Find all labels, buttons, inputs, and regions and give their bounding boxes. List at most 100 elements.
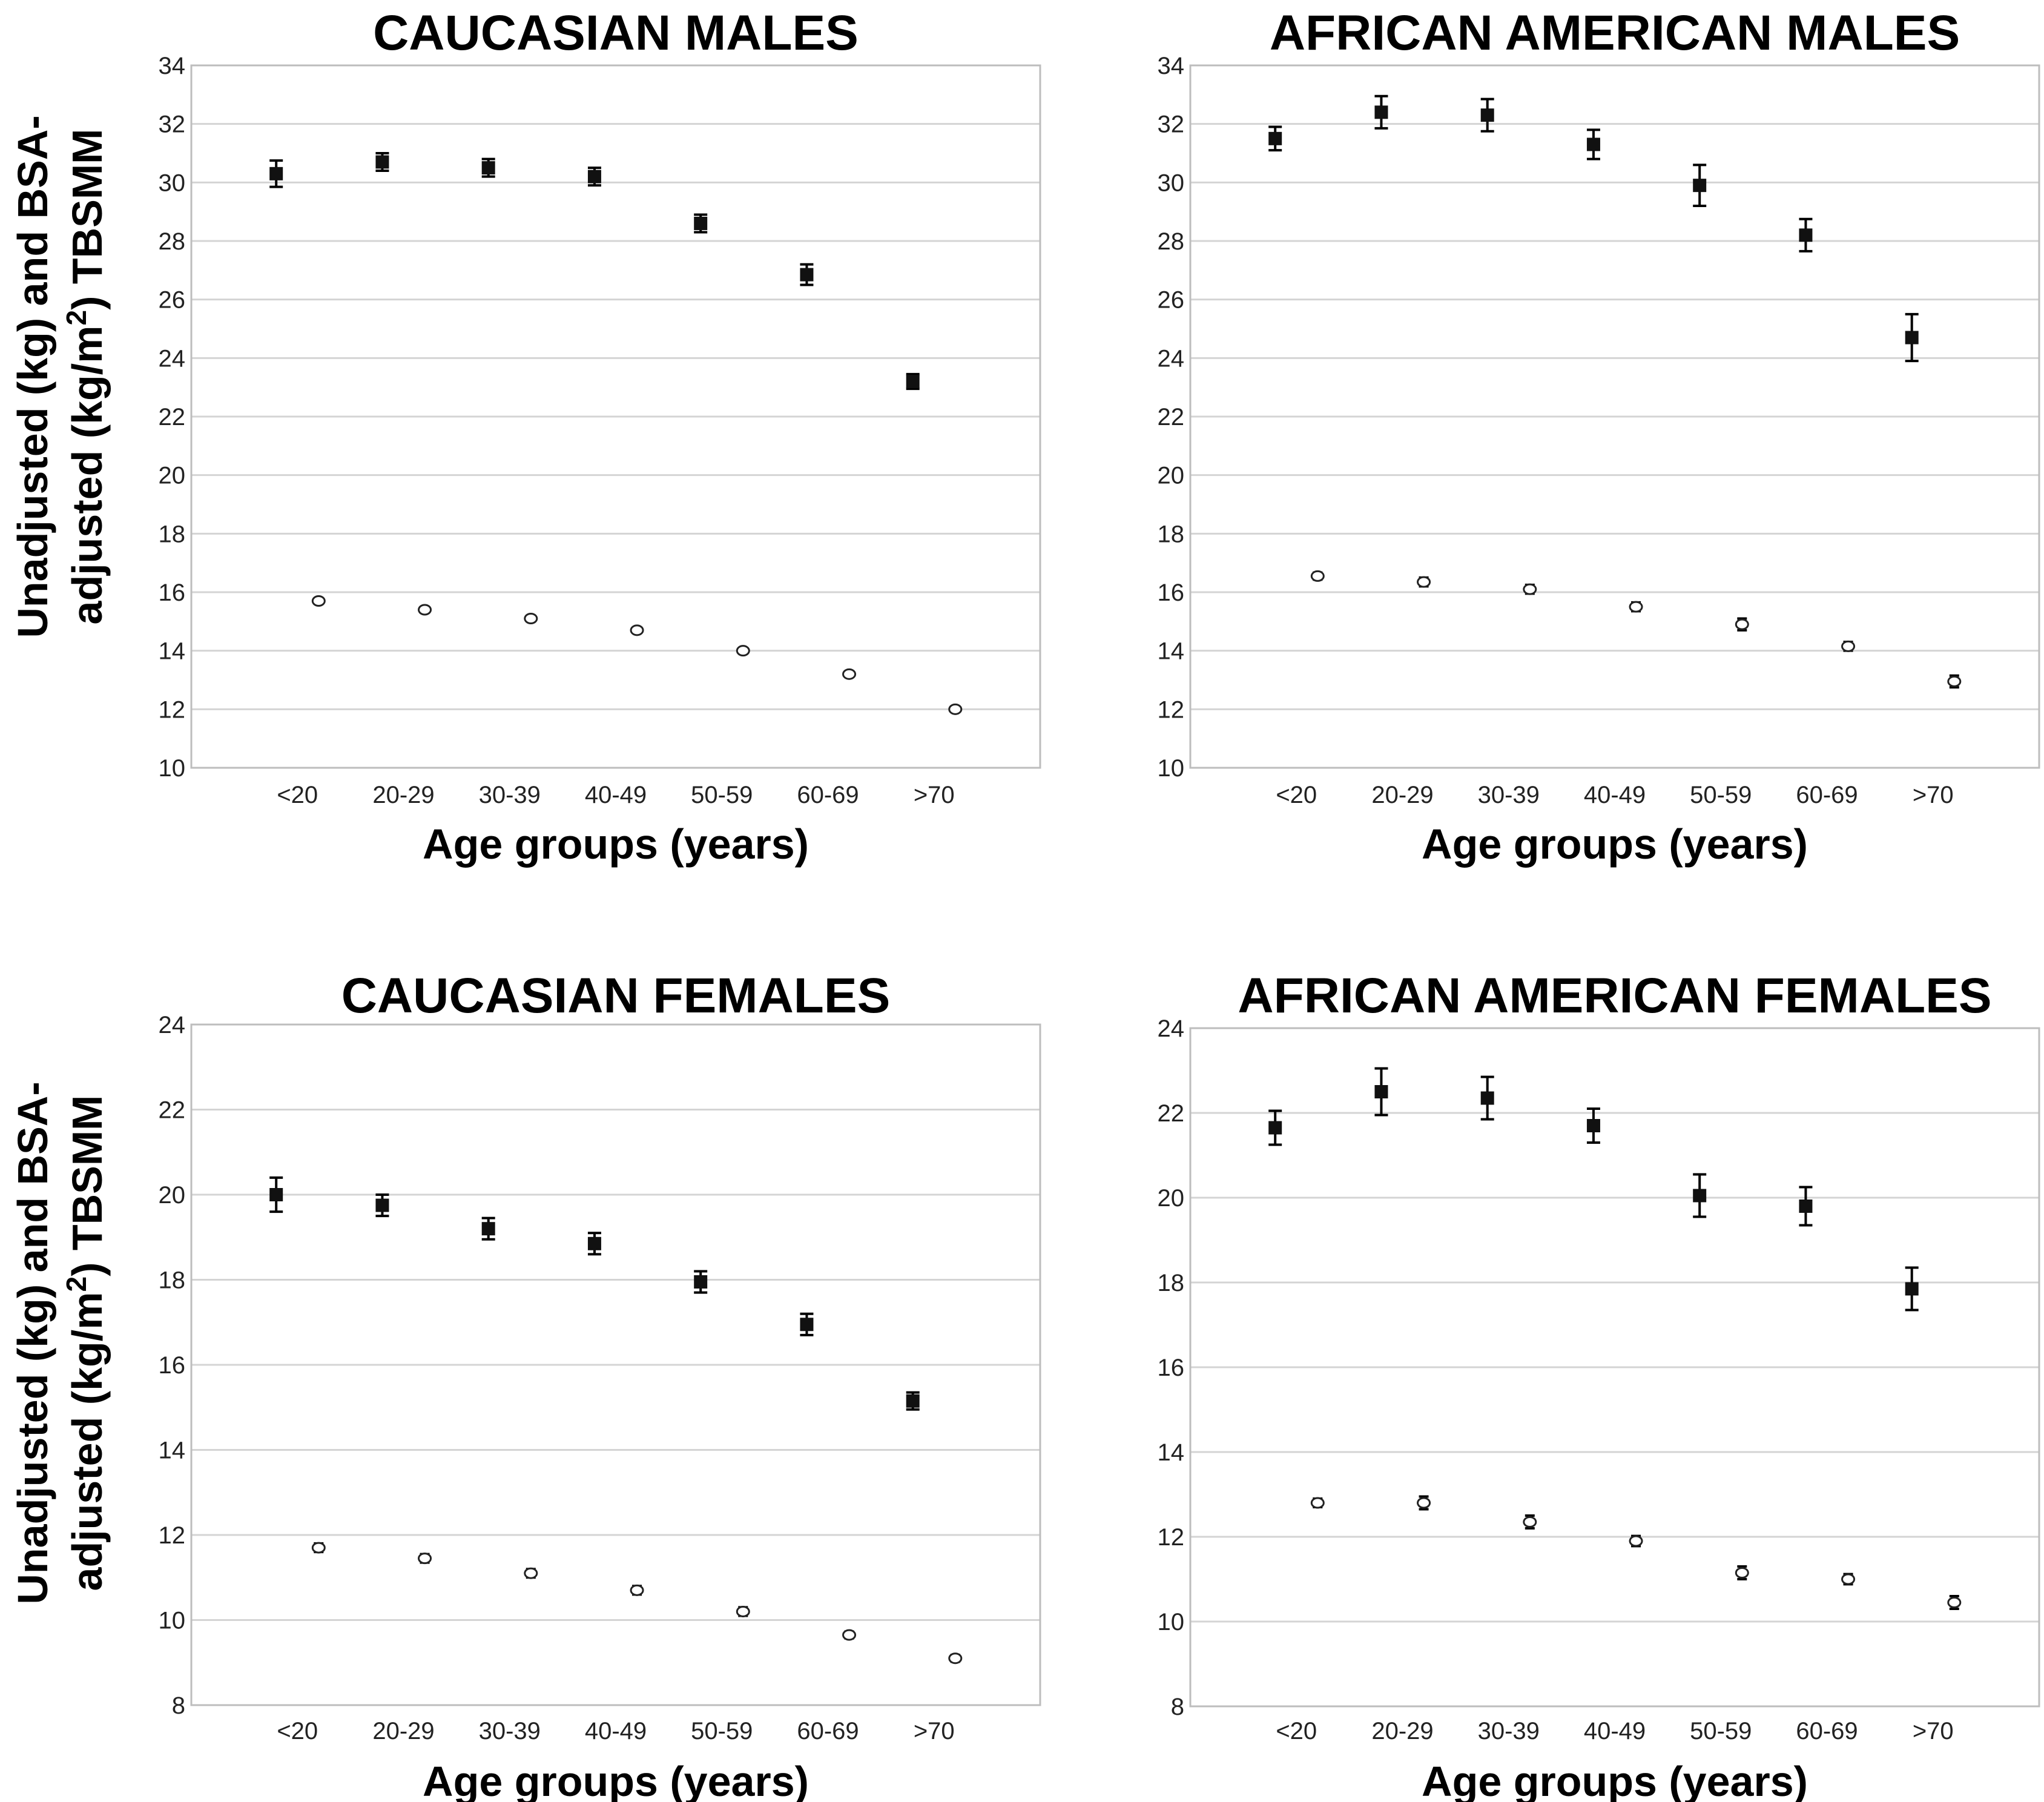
chart-3-unadjusted-kg-point — [1480, 1091, 1494, 1105]
chart-3-unadjusted-kg-point — [1586, 1119, 1600, 1132]
chart-1-y-tick-label: 34 — [1158, 53, 1185, 79]
chart-1-y-tick-label: 32 — [1158, 111, 1185, 138]
chart-0-y-tick-label: 14 — [159, 638, 186, 665]
chart-1-y-tick-label: 10 — [1158, 755, 1185, 782]
chart-1-y-tick-label: 28 — [1158, 228, 1185, 255]
y-axis-label-bottom: Unadjusted (kg) and BSA- — [9, 1081, 56, 1604]
chart-3-x-tick-label: <20 — [1276, 1718, 1317, 1744]
chart-1-y-tick-label: 18 — [1158, 521, 1185, 547]
chart-1-x-tick-label: >70 — [1913, 782, 1954, 808]
chart-2-y-tick-label: 18 — [159, 1267, 186, 1294]
chart-3-x-tick-label: >70 — [1913, 1718, 1954, 1744]
chart-1-y-tick-label: 14 — [1158, 638, 1185, 665]
chart-2-y-tick-label: 20 — [159, 1182, 186, 1209]
chart-1-bsa-adjusted-kg-m2-point — [1310, 570, 1325, 582]
y-axis-label-top-units: adjusted (kg/m2) TBSMM — [61, 129, 111, 625]
chart-3-unadjusted-kg-point — [1905, 1282, 1919, 1296]
chart-3-unadjusted-kg-point — [1374, 1085, 1388, 1098]
chart-0-unadjusted-kg-point — [269, 167, 283, 180]
chart-0-y-tick-label: 22 — [159, 404, 186, 431]
chart-3-y-tick-label: 20 — [1158, 1185, 1185, 1212]
chart-3-bsa-adjusted-kg-m2-point — [1735, 1567, 1749, 1579]
chart-0-unadjusted-kg-point — [694, 217, 708, 230]
chart-2-x-tick-label: 40-49 — [585, 1718, 647, 1744]
panel-caucasian-females: 8 10 12 14 16 18 20 22 24 <20 20-29 30-39 40-49 50-59… — [159, 968, 1041, 1802]
chart-2-y-tick-label: 10 — [159, 1608, 186, 1634]
chart-0-plot-frame — [190, 64, 1041, 769]
chart-1-plot-frame — [1189, 64, 2040, 769]
chart-0-unadjusted-kg-point — [587, 170, 601, 183]
chart-3-x-tick-label: 60-69 — [1796, 1718, 1858, 1744]
chart-0-y-tick-label: 28 — [159, 228, 186, 255]
chart-0-bsa-adjusted-kg-m2-point — [524, 613, 538, 624]
chart-2-bsa-adjusted-kg-m2-point — [418, 1553, 432, 1565]
chart-0-x-tick-label: >70 — [914, 782, 955, 808]
chart-2-x-tick-label: 30-39 — [479, 1718, 541, 1744]
chart-0-y-tick-label: 26 — [159, 287, 186, 314]
chart-2-x-tick-label: 60-69 — [797, 1718, 859, 1744]
chart-1-title: AFRICAN AMERICAN MALES — [1270, 5, 1960, 61]
chart-2-unadjusted-kg-point — [906, 1394, 920, 1408]
chart-1-bsa-adjusted-kg-m2-point — [1947, 675, 1962, 687]
chart-1-y-tick-label: 22 — [1158, 404, 1185, 431]
chart-0-title: CAUCASIAN MALES — [373, 5, 859, 61]
chart-2-bsa-adjusted-kg-m2-point — [736, 1605, 750, 1617]
chart-2-plot-frame — [190, 1023, 1041, 1706]
chart-3-x-tick-label: 40-49 — [1584, 1718, 1646, 1744]
chart-0-x-tick-label: 30-39 — [479, 782, 541, 808]
chart-0-unadjusted-kg-point — [906, 375, 920, 388]
chart-0-x-axis-label: Age groups (years) — [423, 820, 809, 868]
chart-1-unadjusted-kg-point — [1693, 179, 1707, 193]
chart-1-unadjusted-kg-point — [1799, 228, 1813, 242]
chart-2-bsa-adjusted-kg-m2-point — [311, 1542, 326, 1554]
chart-1-y-tick-label: 30 — [1158, 170, 1185, 196]
chart-1-x-tick-label: 20-29 — [1371, 782, 1433, 808]
chart-3-unadjusted-kg-point — [1693, 1189, 1707, 1203]
chart-1-bsa-adjusted-kg-m2-point — [1735, 618, 1749, 630]
chart-3-y-tick-label: 10 — [1158, 1609, 1185, 1635]
chart-1-unadjusted-kg-point — [1905, 331, 1919, 345]
chart-0-unadjusted-kg-point — [375, 155, 389, 169]
chart-3-title: AFRICAN AMERICAN FEMALES — [1238, 968, 1991, 1023]
chart-3-y-tick-label: 18 — [1158, 1270, 1185, 1296]
chart-3-bsa-adjusted-kg-m2-point — [1417, 1497, 1431, 1509]
chart-0-y-tick-label: 34 — [159, 53, 186, 79]
chart-0-bsa-adjusted-kg-m2-point — [842, 668, 857, 680]
chart-3-bsa-adjusted-kg-m2-point — [1523, 1516, 1537, 1528]
chart-3-x-tick-label: 50-59 — [1690, 1718, 1752, 1744]
panel-caucasian-males: 10 12 14 16 18 20 22 24 26 28 30 32 34 <20 20-29 30-39 4… — [159, 5, 1041, 868]
chart-2-unadjusted-kg-point — [800, 1318, 814, 1332]
chart-0-bsa-adjusted-kg-m2-point — [736, 645, 750, 657]
chart-2-unadjusted-kg-point — [694, 1275, 708, 1289]
chart-2-y-tick-label: 16 — [159, 1352, 186, 1379]
chart-2-x-tick-label: <20 — [277, 1718, 318, 1744]
chart-2-unadjusted-kg-point — [481, 1222, 495, 1236]
chart-1-unadjusted-kg-point — [1480, 108, 1494, 122]
chart-3-unadjusted-kg-point — [1799, 1200, 1813, 1213]
chart-3-y-tick-label: 14 — [1158, 1439, 1185, 1466]
chart-1-unadjusted-kg-point — [1374, 105, 1388, 119]
chart-1-y-tick-label: 20 — [1158, 463, 1185, 489]
chart-0-x-tick-label: 60-69 — [797, 782, 859, 808]
chart-3-plot-frame — [1189, 1027, 2040, 1708]
chart-1-x-tick-label: 40-49 — [1584, 782, 1646, 808]
chart-1-unadjusted-kg-point — [1586, 137, 1600, 151]
chart-0-y-tick-label: 24 — [159, 345, 186, 372]
chart-1-y-tick-label: 12 — [1158, 696, 1185, 723]
chart-1-bsa-adjusted-kg-m2-point — [1841, 640, 1856, 652]
chart-1-y-tick-label: 26 — [1158, 287, 1185, 314]
chart-1-x-tick-label: 60-69 — [1796, 782, 1858, 808]
chart-3-y-tick-label: 24 — [1158, 1015, 1185, 1042]
chart-3-unadjusted-kg-point — [1268, 1121, 1282, 1135]
chart-0-x-tick-label: <20 — [277, 782, 318, 808]
chart-3-y-tick-label: 22 — [1158, 1100, 1185, 1127]
panel-african-american-females: 8 10 12 14 16 18 20 22 24 <20 20-29 30-39 40-49 50-59… — [1158, 968, 2040, 1802]
chart-3-y-tick-label: 8 — [1171, 1694, 1184, 1720]
chart-2-x-tick-label: 20-29 — [372, 1718, 434, 1744]
y-axis-label-top: Unadjusted (kg) and BSA- — [9, 115, 56, 638]
chart-1-x-axis-label: Age groups (years) — [1422, 820, 1808, 868]
chart-2-x-tick-label: >70 — [914, 1718, 955, 1744]
chart-3-bsa-adjusted-kg-m2-point — [1310, 1497, 1325, 1509]
chart-0-x-tick-label: 40-49 — [585, 782, 647, 808]
chart-2-y-tick-label: 22 — [159, 1097, 186, 1124]
